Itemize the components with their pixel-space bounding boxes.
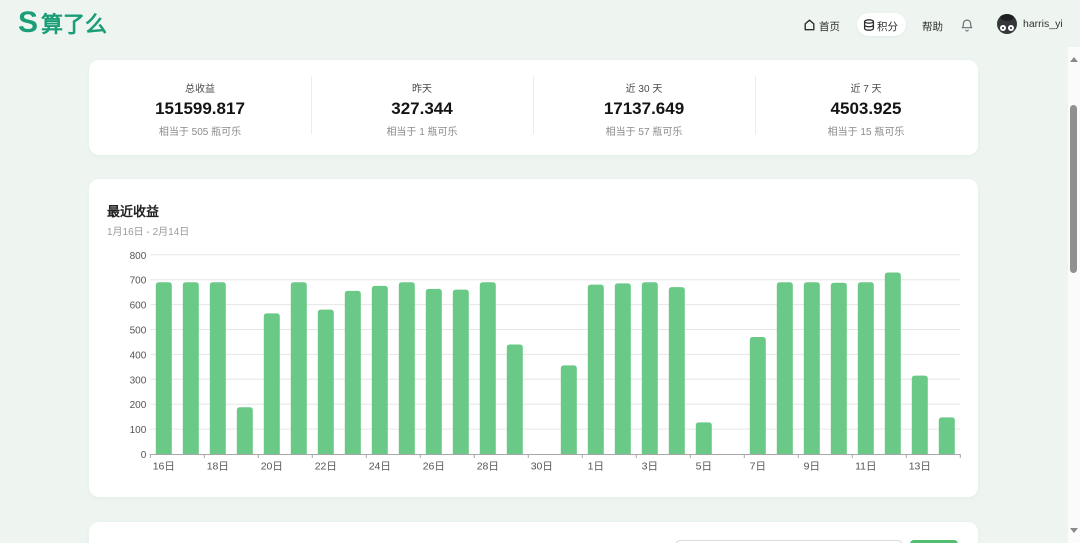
svg-text:3日: 3日 (642, 461, 658, 473)
svg-text:16日: 16日 (153, 461, 175, 473)
svg-text:0: 0 (141, 450, 147, 461)
svg-text:600: 600 (130, 301, 147, 312)
svg-text:22日: 22日 (315, 461, 337, 473)
svg-text:700: 700 (130, 276, 147, 287)
svg-text:5日: 5日 (696, 461, 712, 473)
svg-text:7日: 7日 (750, 461, 766, 473)
svg-text:100: 100 (130, 425, 147, 436)
svg-text:20日: 20日 (261, 461, 283, 473)
svg-text:9日: 9日 (804, 461, 820, 473)
svg-text:300: 300 (130, 375, 147, 386)
svg-text:800: 800 (130, 251, 147, 262)
svg-text:28日: 28日 (477, 461, 499, 473)
svg-text:400: 400 (130, 350, 147, 361)
svg-text:11日: 11日 (855, 461, 876, 473)
svg-text:1日: 1日 (588, 461, 604, 473)
svg-text:24日: 24日 (369, 461, 391, 473)
svg-text:26日: 26日 (423, 461, 445, 473)
svg-text:18日: 18日 (207, 461, 229, 473)
svg-text:13日: 13日 (909, 461, 931, 473)
svg-text:500: 500 (130, 326, 147, 337)
svg-text:30日: 30日 (531, 461, 553, 473)
svg-text:200: 200 (130, 400, 147, 411)
